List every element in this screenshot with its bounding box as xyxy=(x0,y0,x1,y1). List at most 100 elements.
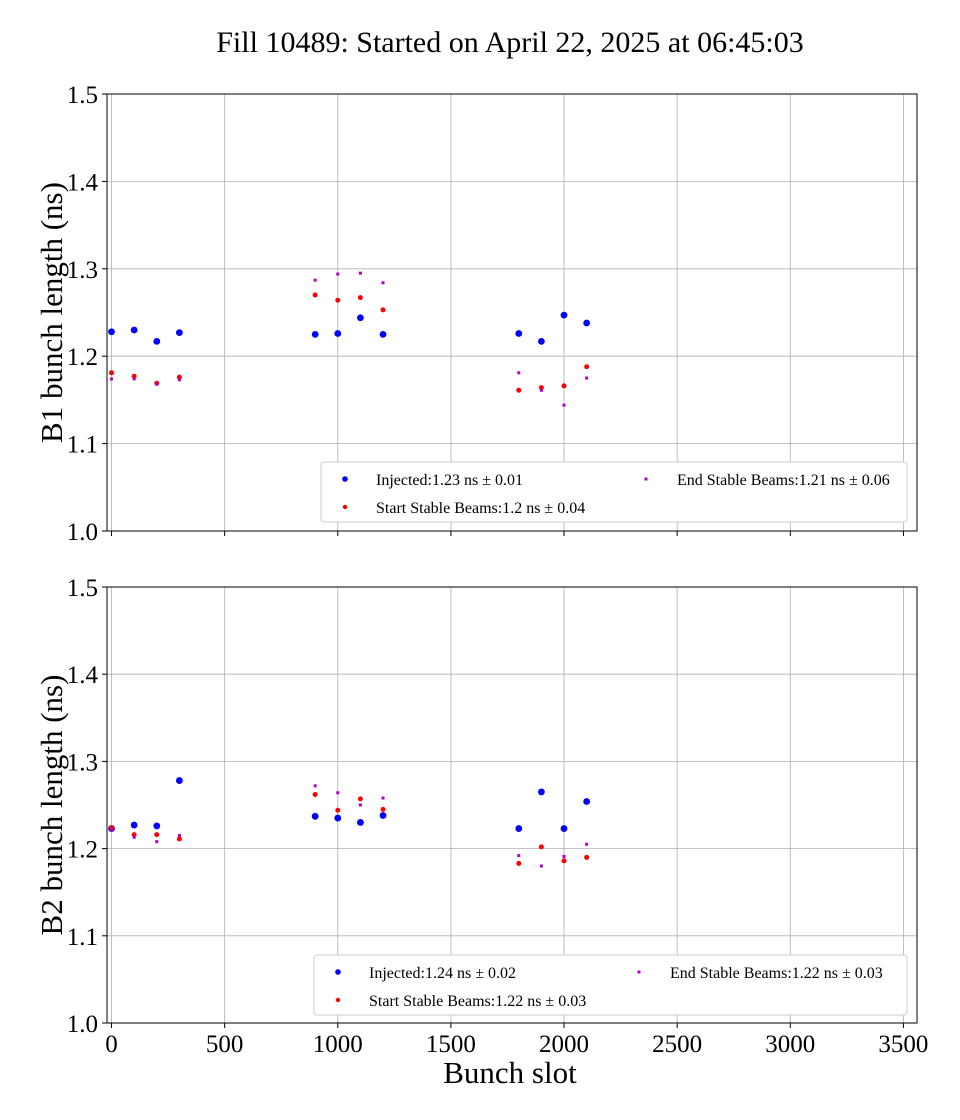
b2-legend-label-end-stable: End Stable Beams:1.22 ns ± 0.03 xyxy=(670,965,883,982)
b1-point-end-stable xyxy=(585,376,589,380)
b2-point-start-stable xyxy=(154,832,160,838)
b1-point-injected xyxy=(357,314,364,322)
b2-legend-marker-injected xyxy=(335,969,341,975)
b2-point-start-stable xyxy=(176,836,182,842)
b1-markers xyxy=(108,271,591,407)
b2-point-start-stable xyxy=(380,806,386,812)
b2-point-injected xyxy=(357,819,364,826)
b1-point-injected xyxy=(538,337,545,345)
b2-point-end-stable xyxy=(132,835,136,839)
b1-y-tick-label: 1.3 xyxy=(67,257,98,284)
b2-legend-label-injected: Injected:1.24 ns ± 0.02 xyxy=(369,965,516,982)
b2-point-end-stable xyxy=(358,803,362,807)
b1-y-axis-label: B1 bunch length (ns) xyxy=(34,182,69,443)
b1-legend-marker-injected xyxy=(342,476,348,482)
b1-point-end-stable xyxy=(562,403,566,407)
b1-legend-marker-end-stable xyxy=(644,477,648,481)
b1-y-ticks: 1.0 1.1 1.2 1.3 1.4 1.5 xyxy=(67,82,107,546)
b1-point-end-stable xyxy=(539,388,543,392)
b2-point-start-stable xyxy=(584,854,590,860)
b1-point-end-stable xyxy=(313,278,317,282)
b1-point-end-stable xyxy=(110,377,114,381)
b2-point-injected xyxy=(538,788,545,796)
b1-point-start-stable xyxy=(335,297,341,303)
b2-plot-frame xyxy=(106,586,918,1024)
b1-point-end-stable xyxy=(177,378,181,382)
b2-x-tick-label: 2500 xyxy=(652,1031,702,1058)
b1-legend-label-start-stable: Start Stable Beams:1.2 ns ± 0.04 xyxy=(376,500,585,517)
b2-y-tick-label: 1.0 xyxy=(67,1011,98,1038)
b2-point-injected xyxy=(153,822,161,830)
b2-legend-label-start-stable: Start Stable Beams:1.22 ns ± 0.03 xyxy=(369,993,586,1010)
b1-panel: 1.01.11.21.31.41.5 B1 bunch length (ns) … xyxy=(34,82,918,546)
b2-point-injected xyxy=(515,825,523,832)
b1-point-injected xyxy=(311,330,319,338)
b2-x-tick-label: 3000 xyxy=(765,1031,815,1058)
b2-y-tick-label: 1.1 xyxy=(67,924,98,951)
b2-point-injected xyxy=(379,812,387,819)
b1-y-tick-label: 1.0 xyxy=(67,519,98,546)
b1-x-ticks xyxy=(111,531,904,536)
b2-legend-marker-start-stable xyxy=(335,997,341,1003)
b1-point-injected xyxy=(153,337,161,345)
b2-point-start-stable xyxy=(561,858,567,864)
b2-point-start-stable xyxy=(516,860,522,866)
b2-point-end-stable xyxy=(562,854,566,858)
b1-y-tick-label: 1.4 xyxy=(67,169,99,196)
b2-point-injected xyxy=(560,825,568,832)
b1-point-start-stable xyxy=(357,295,363,301)
chart-title: Fill 10489: Started on April 22, 2025 at… xyxy=(216,26,804,59)
b1-legend: Injected:1.23 ns ± 0.01 Start Stable Bea… xyxy=(320,461,908,523)
b2-x-tick-label: 0 xyxy=(105,1031,118,1058)
b2-x-tick-label: 1500 xyxy=(426,1031,476,1058)
b1-point-end-stable xyxy=(336,272,340,276)
b2-legend-marker-end-stable xyxy=(637,970,641,974)
b2-point-end-stable xyxy=(110,828,114,832)
b2-legend: Injected:1.24 ns ± 0.02 Start Stable Bea… xyxy=(313,954,908,1016)
b1-point-injected xyxy=(560,311,568,319)
b2-point-end-stable xyxy=(155,840,159,844)
b2-point-injected xyxy=(176,777,183,784)
b1-point-injected xyxy=(515,330,523,337)
b1-y-tick-label: 1.1 xyxy=(67,432,98,459)
b2-x-tick-label: 3500 xyxy=(878,1031,928,1058)
b2-point-injected xyxy=(311,812,319,820)
b1-point-end-stable xyxy=(517,371,521,375)
b2-legend-box xyxy=(313,954,908,1016)
b2-point-end-stable xyxy=(517,854,521,858)
b2-point-end-stable xyxy=(177,834,181,838)
b1-point-start-stable xyxy=(312,292,318,298)
b2-point-start-stable xyxy=(357,796,363,802)
b2-point-end-stable xyxy=(313,784,317,788)
b1-y-tick-label: 1.5 xyxy=(67,82,98,109)
b1-y-tick-label: 1.2 xyxy=(67,344,98,371)
b2-point-end-stable xyxy=(336,791,340,795)
b1-point-injected xyxy=(130,326,138,334)
b1-point-injected xyxy=(583,319,591,327)
b1-legend-label-injected: Injected:1.23 ns ± 0.01 xyxy=(376,472,523,489)
b2-point-end-stable xyxy=(381,796,385,800)
b2-point-start-stable xyxy=(538,844,544,850)
b1-point-start-stable xyxy=(516,387,522,393)
b1-legend-marker-start-stable xyxy=(342,504,348,510)
b1-point-injected xyxy=(176,329,183,337)
b2-y-tick-label: 1.5 xyxy=(67,575,98,602)
b1-point-injected xyxy=(108,328,115,336)
b1-legend-label-end-stable: End Stable Beams:1.21 ns ± 0.06 xyxy=(677,472,890,489)
b1-legend-box xyxy=(320,461,908,523)
b2-x-tick-label: 1000 xyxy=(313,1031,363,1058)
b2-point-injected xyxy=(334,814,342,822)
b2-point-start-stable xyxy=(335,807,341,813)
b1-point-end-stable xyxy=(358,271,362,275)
b2-y-ticks: 1.0 1.1 1.2 1.3 1.4 1.5 xyxy=(67,575,107,1038)
b2-point-end-stable xyxy=(539,864,543,868)
b2-y-tick-label: 1.4 xyxy=(67,662,99,689)
b1-point-end-stable xyxy=(132,377,136,381)
b1-point-start-stable xyxy=(561,383,567,389)
b2-y-tick-label: 1.2 xyxy=(67,837,98,864)
x-axis-label: Bunch slot xyxy=(443,1055,577,1090)
b2-markers xyxy=(108,777,591,868)
b1-point-injected xyxy=(379,330,387,338)
b2-panel: 0 500 1000 1500 2000 2500 3000 3500 1.01.11.21.… xyxy=(34,575,928,1058)
